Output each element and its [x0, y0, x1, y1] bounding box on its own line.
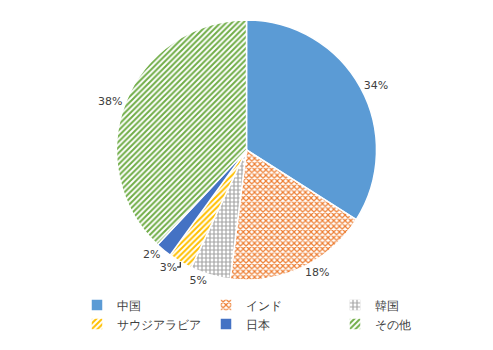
svg-text:日本: 日本 [246, 318, 270, 332]
svg-text:5%: 5% [190, 274, 207, 287]
svg-text:インド: インド [246, 299, 282, 313]
svg-text:中国: 中国 [117, 299, 141, 313]
svg-text:18%: 18% [305, 266, 329, 279]
svg-text:2%: 2% [143, 248, 160, 261]
svg-text:34%: 34% [364, 79, 388, 92]
svg-text:サウジアラビア: サウジアラビア [117, 318, 201, 332]
svg-text:3%: 3% [160, 261, 177, 274]
svg-text:韓国: 韓国 [375, 299, 399, 313]
svg-text:38%: 38% [98, 95, 122, 108]
svg-text:その他: その他 [375, 318, 411, 332]
